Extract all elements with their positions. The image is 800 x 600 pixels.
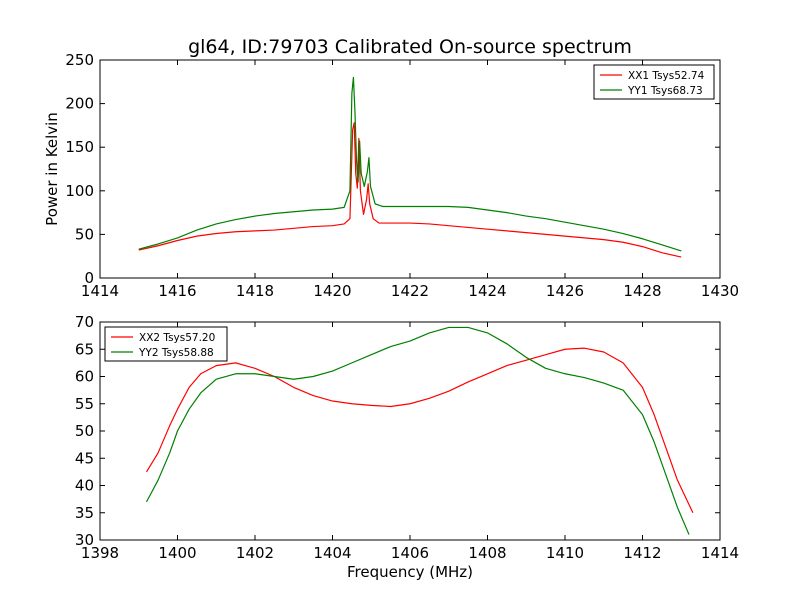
lower-series-line-2 (145, 326, 690, 535)
upper-legend-label-1: XX1 Tsys52.74 (628, 70, 705, 82)
lower-x-axis-label: Frequency (MHz) (347, 563, 473, 581)
lower-x-tick-label: 1414 (701, 544, 739, 562)
lower-y-tick-label: 35 (75, 504, 94, 522)
upper-y-axis-label: Power in Kelvin (43, 112, 61, 226)
lower-x-tick-label: 1408 (468, 544, 506, 562)
upper-legend: XX1 Tsys52.74 YY1 Tsys68.73 (593, 64, 715, 100)
upper-x-tick-label: 1418 (236, 282, 274, 300)
upper-y-tick-label: 100 (65, 182, 94, 200)
lower-x-tick-label: 1402 (236, 544, 274, 562)
upper-x-tick-label: 1420 (313, 282, 351, 300)
lower-legend: XX2 Tsys57.20 YY2 Tsys58.88 (104, 326, 228, 362)
lower-y-tick-label: 55 (75, 395, 94, 413)
upper-y-tick-label: 200 (65, 95, 94, 113)
upper-x-tick-label: 1422 (391, 282, 429, 300)
lower-x-tick-label: 1398 (81, 544, 119, 562)
lower-legend-label-1: XX2 Tsys57.20 (139, 332, 215, 344)
lower-y-tick-label: 65 (75, 340, 94, 358)
upper-x-tick-label: 1428 (623, 282, 661, 300)
lower-y-tick-label: 70 (75, 313, 94, 331)
upper-series-line-2 (138, 76, 682, 252)
lower-spectrum-panel: 1398 1400 1402 1404 1406 1408 1410 1412 1414 30 35… (75, 313, 739, 581)
upper-y-tick-label: 250 (65, 51, 94, 69)
lower-x-tick-label: 1410 (546, 544, 584, 562)
lower-series-line-1 (145, 347, 694, 514)
lower-x-tick-label: 1404 (313, 544, 351, 562)
upper-x-tick-label: 1424 (468, 282, 506, 300)
lower-legend-box (104, 326, 228, 362)
lower-y-tick-label: 30 (75, 531, 94, 549)
lower-y-tick-label: 40 (75, 477, 94, 495)
upper-x-tick-label: 1416 (158, 282, 196, 300)
lower-legend-label-2: YY2 Tsys58.88 (138, 347, 214, 359)
upper-x-tick-label: 1426 (546, 282, 584, 300)
upper-spectrum-panel: 1414 1416 1418 1420 1422 1424 1426 1428 1430 0 50 1… (43, 51, 739, 300)
upper-legend-label-2: YY1 Tsys68.73 (627, 85, 703, 97)
upper-y-tick-label: 0 (84, 269, 94, 287)
lower-y-tick-label: 60 (75, 368, 94, 386)
lower-y-tick-label: 45 (75, 449, 94, 467)
lower-x-tick-label: 1400 (158, 544, 196, 562)
upper-series-line-1 (138, 122, 682, 258)
upper-y-tick-label: 50 (75, 225, 94, 243)
upper-x-tick-label: 1430 (701, 282, 739, 300)
upper-legend-box (593, 64, 715, 100)
lower-x-tick-label: 1412 (623, 544, 661, 562)
upper-y-tick-label: 150 (65, 138, 94, 156)
figure-title: gl64, ID:79703 Calibrated On-source spec… (188, 36, 632, 58)
lower-y-tick-label: 50 (75, 422, 94, 440)
lower-x-tick-label: 1406 (391, 544, 429, 562)
upper-x-tick-label: 1414 (81, 282, 119, 300)
